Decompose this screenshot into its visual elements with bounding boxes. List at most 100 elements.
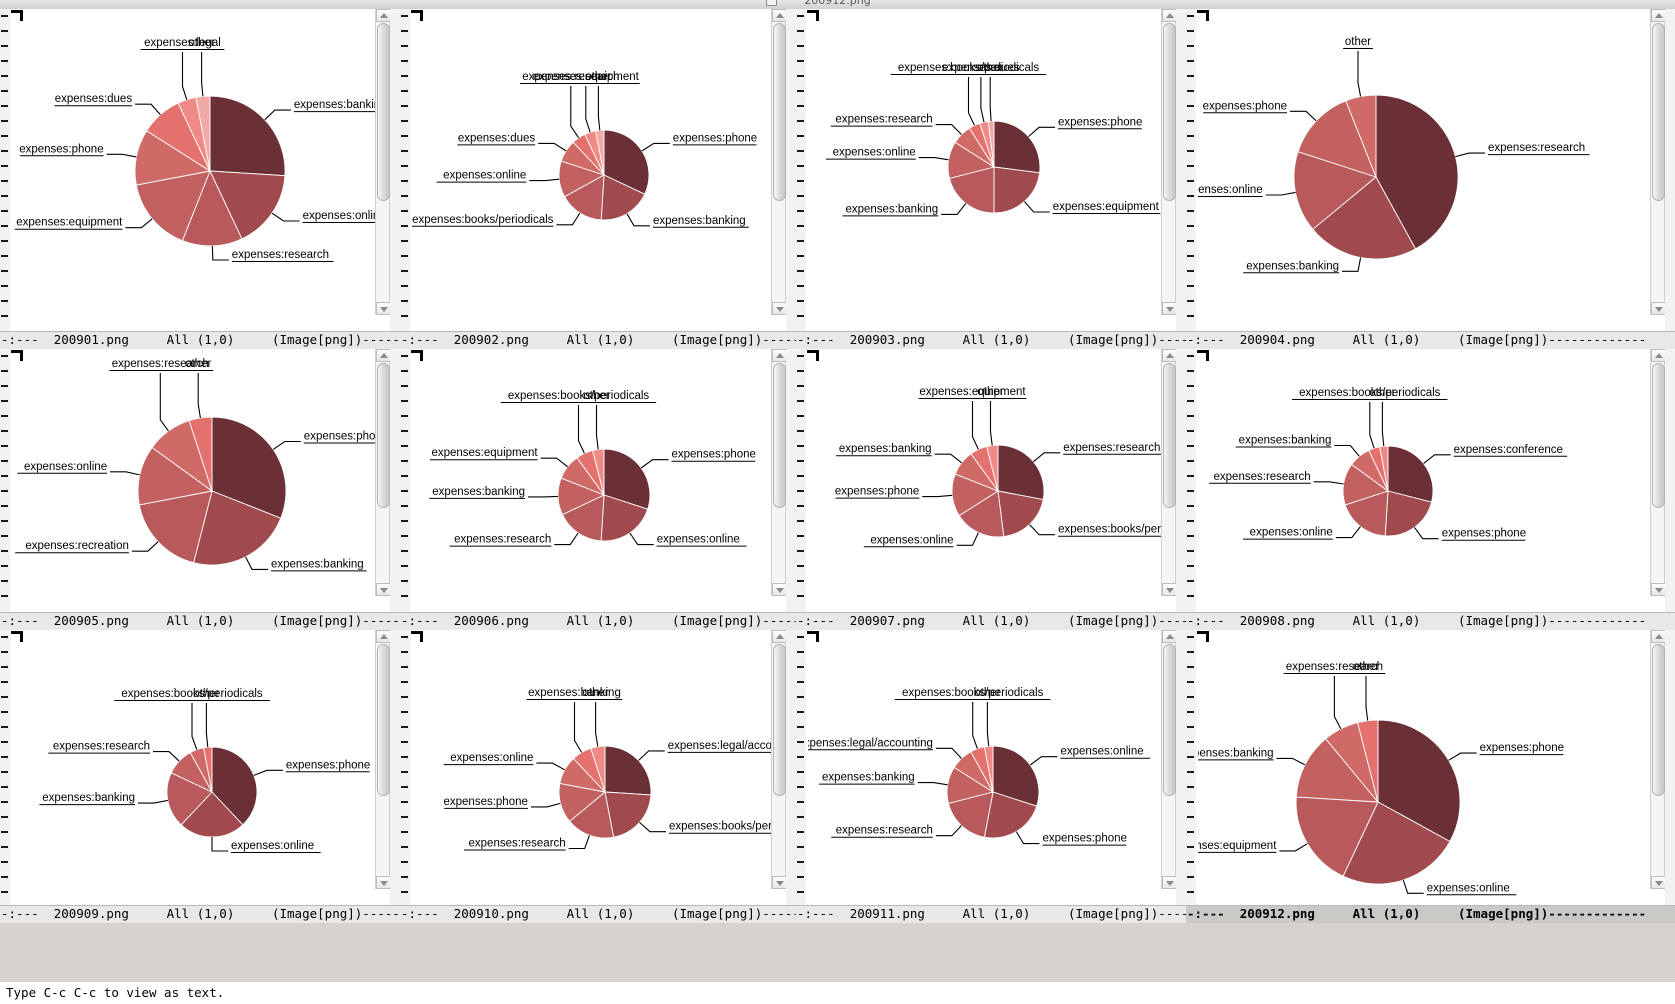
emacs-window-200906[interactable]: expenses:phone expenses:online expenses:re…: [400, 349, 796, 630]
vertical-scrollbar[interactable]: [1650, 630, 1666, 889]
emacs-window-200904[interactable]: expenses:research expenses:banking expense…: [1186, 9, 1675, 349]
modeline[interactable]: -:--- 200912.png All (1,0) (Image[png])-…: [1186, 905, 1675, 923]
vertical-scrollbar[interactable]: [375, 630, 391, 889]
buffer-display-area[interactable]: expenses:phone expenses:equipment expenses…: [796, 9, 1186, 332]
modeline-buffer-name[interactable]: 200912.png: [1239, 906, 1315, 921]
scrollbar-thumb[interactable]: [1163, 23, 1176, 201]
modeline[interactable]: -:--- 200901.png All (1,0) (Image[png])-…: [0, 331, 400, 349]
scrollbar-down-button[interactable]: [376, 302, 391, 315]
modeline[interactable]: -:--- 200910.png All (1,0) (Image[png])-…: [400, 905, 796, 923]
scrollbar-thumb[interactable]: [773, 363, 786, 509]
modeline[interactable]: -:--- 200902.png All (1,0) (Image[png])-…: [400, 331, 796, 349]
modeline-buffer-name[interactable]: 200901.png: [53, 332, 129, 347]
modeline[interactable]: -:--- 200904.png All (1,0) (Image[png])-…: [1186, 331, 1675, 349]
vertical-scrollbar[interactable]: [1650, 349, 1666, 596]
vertical-scrollbar[interactable]: [771, 9, 787, 315]
modeline[interactable]: -:--- 200911.png All (1,0) (Image[png])-…: [796, 905, 1186, 923]
scrollbar-up-button[interactable]: [376, 630, 391, 643]
scrollbar-up-button[interactable]: [1162, 9, 1177, 22]
scrollbar-up-button[interactable]: [772, 630, 787, 643]
scrollbar-up-button[interactable]: [1162, 349, 1177, 362]
modeline[interactable]: -:--- 200905.png All (1,0) (Image[png])-…: [0, 612, 400, 630]
emacs-window-200905[interactable]: expenses:phone expenses:banking expenses:r…: [0, 349, 400, 630]
modeline-prefix: -:---: [401, 332, 439, 347]
modeline[interactable]: -:--- 200909.png All (1,0) (Image[png])-…: [0, 905, 400, 923]
emacs-window-200901[interactable]: expenses:banking expenses:online expenses:…: [0, 9, 400, 349]
scrollbar-thumb[interactable]: [773, 644, 786, 796]
buffer-display-area[interactable]: expenses:legal/accounting expenses:books/…: [400, 630, 796, 906]
buffer-display-area[interactable]: expenses:conference expenses:phone expense…: [1186, 349, 1675, 613]
scrollbar-down-button[interactable]: [376, 876, 391, 889]
emacs-window-200910[interactable]: expenses:legal/accounting expenses:books/…: [400, 630, 796, 923]
scrollbar-thumb[interactable]: [377, 644, 390, 796]
buffer-display-area[interactable]: expenses:phone expenses:online expenses:eq…: [1186, 630, 1675, 906]
modeline-buffer-name[interactable]: 200906.png: [453, 613, 529, 628]
scrollbar-down-button[interactable]: [1162, 302, 1177, 315]
modeline-buffer-name[interactable]: 200904.png: [1239, 332, 1315, 347]
buffer-display-area[interactable]: expenses:phone expenses:banking expenses:r…: [0, 349, 400, 613]
scrollbar-up-button[interactable]: [1162, 630, 1177, 643]
emacs-window-200907[interactable]: expenses:research expenses:books/periodic…: [796, 349, 1186, 630]
scrollbar-thumb[interactable]: [1163, 644, 1176, 796]
scrollbar-thumb[interactable]: [1163, 363, 1176, 509]
emacs-window-200912[interactable]: expenses:phone expenses:online expenses:eq…: [1186, 630, 1675, 923]
scrollbar-down-button[interactable]: [1162, 583, 1177, 596]
emacs-window-200911[interactable]: expenses:online expenses:phone expenses:re…: [796, 630, 1186, 923]
vertical-scrollbar[interactable]: [1161, 9, 1177, 315]
buffer-display-area[interactable]: expenses:phone expenses:online expenses:ba…: [0, 630, 400, 906]
right-fringe: [390, 349, 400, 613]
scrollbar-down-button[interactable]: [1651, 876, 1666, 889]
vertical-scrollbar[interactable]: [375, 9, 391, 315]
scrollbar-up-button[interactable]: [1651, 349, 1666, 362]
scrollbar-thumb[interactable]: [1652, 644, 1665, 796]
scrollbar-down-button[interactable]: [772, 302, 787, 315]
scrollbar-down-button[interactable]: [1651, 583, 1666, 596]
vertical-scrollbar[interactable]: [771, 630, 787, 889]
buffer-display-area[interactable]: expenses:phone expenses:banking expenses:b…: [400, 9, 796, 332]
scrollbar-down-button[interactable]: [1651, 302, 1666, 315]
scrollbar-down-button[interactable]: [376, 583, 391, 596]
scrollbar-thumb[interactable]: [377, 23, 390, 201]
buffer-display-area[interactable]: expenses:research expenses:books/periodic…: [796, 349, 1186, 613]
modeline[interactable]: -:--- 200903.png All (1,0) (Image[png])-…: [796, 331, 1186, 349]
scrollbar-up-button[interactable]: [772, 9, 787, 22]
buffer-display-area[interactable]: expenses:banking expenses:online expenses:…: [0, 9, 400, 332]
scrollbar-up-button[interactable]: [376, 349, 391, 362]
scrollbar-up-button[interactable]: [772, 349, 787, 362]
scrollbar-thumb[interactable]: [1652, 23, 1665, 201]
modeline[interactable]: -:--- 200906.png All (1,0) (Image[png])-…: [400, 612, 796, 630]
modeline-buffer-name[interactable]: 200909.png: [53, 906, 129, 921]
emacs-window-200908[interactable]: expenses:conference expenses:phone expense…: [1186, 349, 1675, 630]
buffer-display-area[interactable]: expenses:phone expenses:online expenses:re…: [400, 349, 796, 613]
modeline-buffer-name[interactable]: 200908.png: [1239, 613, 1315, 628]
modeline-buffer-name[interactable]: 200910.png: [453, 906, 529, 921]
emacs-window-200903[interactable]: expenses:phone expenses:equipment expenses…: [796, 9, 1186, 349]
modeline-buffer-name[interactable]: 200907.png: [849, 613, 925, 628]
scrollbar-down-button[interactable]: [772, 583, 787, 596]
buffer-display-area[interactable]: expenses:online expenses:phone expenses:re…: [796, 630, 1186, 906]
scrollbar-thumb[interactable]: [1652, 363, 1665, 509]
scrollbar-thumb[interactable]: [773, 23, 786, 201]
modeline-buffer-name[interactable]: 200905.png: [53, 613, 129, 628]
modeline-buffer-name[interactable]: 200911.png: [849, 906, 925, 921]
emacs-window-200902[interactable]: expenses:phone expenses:banking expenses:b…: [400, 9, 796, 349]
modeline[interactable]: -:--- 200908.png All (1,0) (Image[png])-…: [1186, 612, 1675, 630]
scrollbar-up-button[interactable]: [1651, 630, 1666, 643]
scrollbar-thumb[interactable]: [377, 363, 390, 509]
buffer-display-area[interactable]: expenses:research expenses:banking expense…: [1186, 9, 1675, 332]
emacs-window-grid: expenses:banking expenses:online expenses:…: [0, 9, 1675, 982]
vertical-scrollbar[interactable]: [1161, 630, 1177, 889]
modeline-buffer-name[interactable]: 200903.png: [849, 332, 925, 347]
vertical-scrollbar[interactable]: [1161, 349, 1177, 596]
emacs-window-200909[interactable]: expenses:phone expenses:online expenses:ba…: [0, 630, 400, 923]
scrollbar-down-button[interactable]: [1162, 876, 1177, 889]
modeline-buffer-name[interactable]: 200902.png: [453, 332, 529, 347]
scrollbar-up-button[interactable]: [1651, 9, 1666, 22]
scrollbar-down-button[interactable]: [772, 876, 787, 889]
modeline[interactable]: -:--- 200907.png All (1,0) (Image[png])-…: [796, 612, 1186, 630]
vertical-scrollbar[interactable]: [771, 349, 787, 596]
scrollbar-up-button[interactable]: [376, 9, 391, 22]
vertical-scrollbar[interactable]: [375, 349, 391, 596]
vertical-scrollbar[interactable]: [1650, 9, 1666, 315]
pie-chart-image: expenses:legal/accounting expenses:books/…: [410, 630, 796, 906]
